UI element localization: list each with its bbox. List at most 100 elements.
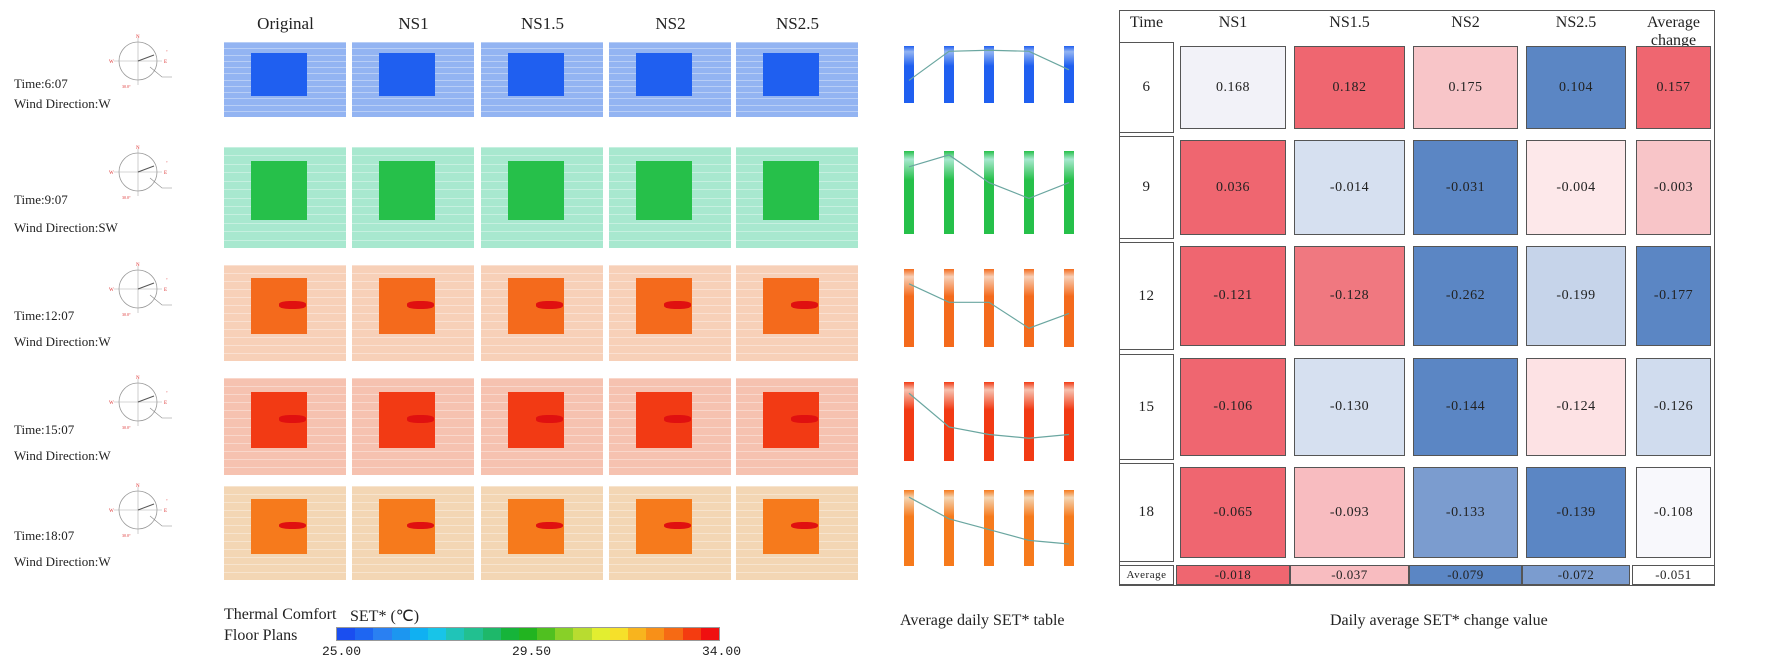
heatmap-cell: 0.036 — [1180, 140, 1286, 235]
grid-stripe — [481, 458, 603, 460]
grid-stripe — [352, 42, 474, 43]
grid-stripe — [609, 386, 731, 388]
svg-text:°: ° — [166, 498, 168, 503]
heatmap-row-header: Time — [1129, 14, 1164, 31]
grid-stripe — [352, 273, 474, 274]
building-core — [762, 161, 819, 220]
mini-bar — [984, 46, 994, 103]
grid-stripe — [352, 104, 474, 106]
floor-plan-ns2 — [609, 42, 731, 117]
svg-text:30.0°: 30.0° — [122, 533, 131, 538]
color-scale-swatch — [537, 628, 556, 640]
heatmap-cell: -0.144 — [1413, 358, 1518, 456]
grid-stripe — [609, 450, 731, 452]
color-scale-swatch — [591, 628, 610, 640]
heatmap-cell: 0.157 — [1636, 46, 1711, 129]
grid-stripe — [609, 98, 731, 100]
floor-plan-ns1 — [352, 147, 474, 248]
grid-stripe — [481, 386, 603, 388]
grid-stripe — [224, 556, 346, 558]
building-core — [250, 52, 307, 96]
building-core — [378, 52, 435, 96]
mini-bar — [1064, 151, 1074, 234]
grid-stripe — [352, 556, 474, 558]
mini-bar — [944, 46, 954, 103]
grid-stripe — [352, 493, 474, 495]
hot-spot — [278, 301, 306, 310]
grid-stripe — [481, 450, 603, 452]
grid-stripe — [736, 493, 858, 495]
grid-stripe — [609, 564, 731, 566]
heatmap-cell: -0.018 — [1176, 565, 1290, 585]
column-header-original: Original — [257, 14, 314, 33]
grid-stripe — [736, 564, 858, 566]
grid-stripe — [609, 222, 731, 224]
heatmap-row-label: 9 — [1119, 136, 1174, 239]
hot-spot — [790, 301, 818, 310]
svg-text:E: E — [164, 401, 167, 406]
svg-text:W: W — [109, 288, 114, 293]
grid-stripe — [352, 386, 474, 388]
grid-stripe — [736, 222, 858, 224]
heatmap-cell: -0.037 — [1290, 565, 1409, 585]
color-scale-swatch — [482, 628, 501, 640]
wind-direction-label: Wind Direction:W — [14, 334, 111, 350]
mini-bar — [1024, 490, 1034, 566]
svg-text:N: N — [136, 484, 140, 489]
grid-stripe — [352, 222, 474, 224]
building-core — [378, 161, 435, 220]
heatmap-cell: -0.014 — [1294, 140, 1405, 235]
floor-plan-ns1 — [352, 265, 474, 361]
mini-bar — [944, 382, 954, 461]
grid-stripe — [736, 265, 858, 266]
color-scale-swatch — [409, 628, 428, 640]
grid-stripe — [609, 556, 731, 558]
grid-stripe — [481, 222, 603, 224]
grid-stripe — [481, 147, 603, 148]
grid-stripe — [352, 486, 474, 487]
grid-stripe — [609, 353, 731, 354]
floor-plan-original — [224, 486, 346, 580]
svg-text:W: W — [109, 401, 114, 406]
grid-stripe — [352, 231, 474, 233]
grid-stripe — [352, 110, 474, 112]
wind-compass-icon: N W E 30.0° ° — [109, 484, 172, 538]
mini-bar — [1064, 269, 1074, 347]
grid-stripe — [481, 155, 603, 157]
grid-stripe — [609, 48, 731, 50]
hot-spot — [406, 414, 434, 423]
heatmap-column-header: NS2.5 — [1555, 14, 1597, 31]
mini-bar — [904, 382, 914, 461]
grid-stripe — [224, 155, 346, 157]
floor-plan-original — [224, 378, 346, 475]
legend-title-2: Floor Plans — [224, 627, 298, 644]
grid-stripe — [736, 572, 858, 574]
svg-text:30.0°: 30.0° — [122, 84, 131, 89]
grid-stripe — [224, 466, 346, 468]
grid-stripe — [609, 493, 731, 495]
grid-stripe — [736, 110, 858, 112]
floor-plan-ns2-5 — [736, 265, 858, 361]
floor-plan-ns2-5 — [736, 42, 858, 117]
heatmap-cell: 0.182 — [1294, 46, 1405, 129]
grid-stripe — [736, 450, 858, 452]
floor-plan-ns1-5 — [481, 147, 603, 248]
legend-tick-max: 34.00 — [702, 644, 742, 659]
time-label: Time:15:07 — [14, 421, 75, 437]
color-scale-swatch — [682, 628, 701, 640]
grid-stripe — [352, 337, 474, 338]
grid-stripe — [352, 155, 474, 157]
grid-stripe — [224, 231, 346, 233]
heatmap-cell: -0.128 — [1294, 246, 1405, 346]
grid-stripe — [481, 42, 603, 43]
heatmap-cell: -0.079 — [1409, 565, 1522, 585]
heatmap-cell: -0.139 — [1526, 467, 1626, 558]
floor-plan-ns2-5 — [736, 486, 858, 580]
time-label: Time:12:07 — [14, 308, 75, 324]
grid-stripe — [481, 239, 603, 241]
grid-stripe — [481, 564, 603, 566]
hot-spot — [278, 521, 306, 530]
grid-stripe — [609, 458, 731, 460]
heatmap-cell: -0.177 — [1636, 246, 1711, 346]
grid-stripe — [609, 345, 731, 346]
